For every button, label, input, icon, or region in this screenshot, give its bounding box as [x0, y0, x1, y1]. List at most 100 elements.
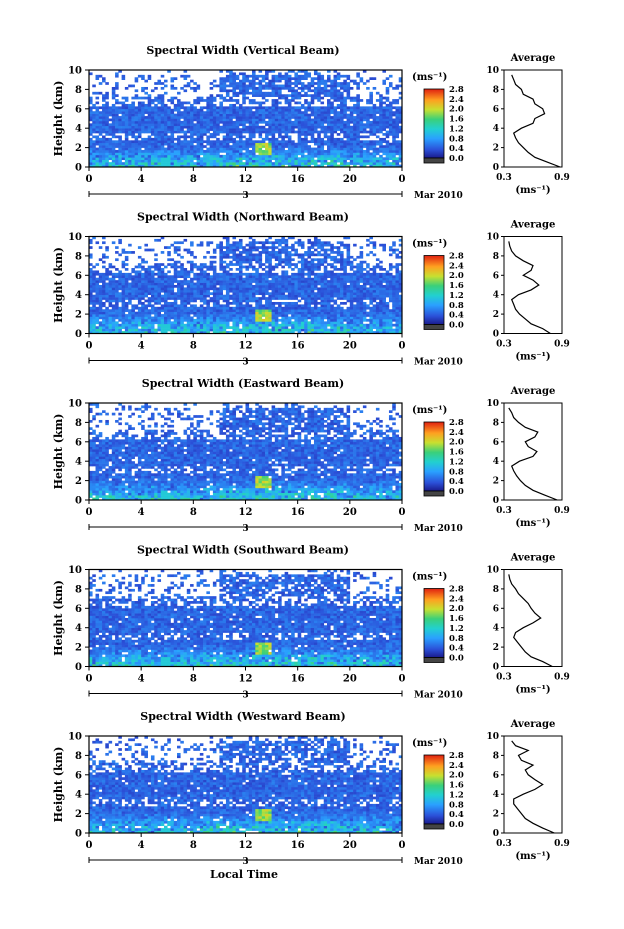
heatmap-cell	[248, 123, 253, 127]
heatmap-cell	[284, 123, 289, 127]
heatmap-cell	[154, 120, 158, 124]
heatmap-cell	[137, 287, 142, 291]
heatmap-cell	[173, 328, 178, 332]
heatmap-cell	[294, 101, 298, 105]
heatmap-cell	[323, 294, 328, 298]
heatmap-cell	[89, 152, 93, 156]
heatmap-cell	[167, 314, 171, 317]
heatmap-cell	[105, 294, 109, 298]
heatmap-cell	[111, 103, 116, 107]
heatmap-cell	[111, 323, 116, 327]
heatmap-cell	[300, 77, 305, 80]
heatmap-cell	[362, 154, 367, 158]
heatmap-cell	[173, 145, 178, 148]
heatmap-cell	[294, 145, 298, 148]
heatmap-cell	[144, 331, 148, 334]
heatmap-cell	[232, 79, 237, 83]
heatmap-cell	[235, 159, 240, 163]
heatmap-cell	[203, 318, 207, 322]
heatmap-cell	[274, 116, 279, 119]
heatmap-cell	[118, 118, 122, 122]
heatmap-cell	[287, 140, 292, 144]
heatmap-cell	[248, 79, 253, 83]
heatmap-cell	[92, 125, 96, 129]
heatmap-cell	[310, 282, 315, 286]
heatmap-cell	[297, 289, 302, 293]
heatmap-cell	[105, 91, 109, 95]
heatmap-cell	[284, 79, 289, 83]
heatmap-cell	[245, 120, 250, 124]
heatmap-cell	[382, 123, 386, 127]
heatmap-cell	[141, 316, 145, 320]
heatmap-cell	[346, 316, 351, 320]
heatmap-cell	[144, 108, 148, 112]
heatmap-cell	[398, 285, 403, 288]
heatmap-cell	[102, 140, 106, 144]
heatmap-cell	[242, 77, 246, 80]
heatmap-cell	[206, 314, 210, 317]
heatmap-cell	[362, 318, 367, 322]
heatmap-cell	[203, 292, 207, 295]
heatmap-cell	[212, 314, 217, 317]
heatmap-cell	[118, 294, 122, 298]
heatmap-cell	[392, 159, 396, 163]
heatmap-cell	[190, 118, 194, 122]
heatmap-cell	[323, 157, 328, 161]
heatmap-cell	[95, 130, 100, 134]
heatmap-cell	[242, 125, 246, 129]
colorbar-tick-label: 1.6	[449, 115, 464, 125]
heatmap-cell	[258, 79, 263, 83]
heatmap-cell	[225, 152, 230, 156]
heatmap-cell	[186, 125, 191, 129]
heatmap-cell	[144, 292, 148, 295]
heatmap-cell	[265, 86, 269, 90]
heatmap-cell	[170, 162, 175, 165]
heatmap-cell	[147, 137, 152, 141]
heatmap-cell	[398, 277, 403, 281]
heatmap-cell	[102, 137, 106, 141]
heatmap-cell	[95, 137, 100, 141]
heatmap-cell	[278, 125, 282, 129]
heatmap-cell	[111, 316, 116, 320]
heatmap-cell	[92, 321, 96, 325]
heatmap-cell	[115, 282, 119, 286]
heatmap-cell	[261, 323, 266, 327]
heatmap-cell	[379, 289, 383, 293]
heatmap-cell	[225, 304, 230, 308]
average-y-tick-label: 6	[493, 105, 499, 115]
heatmap-cell	[268, 321, 272, 325]
heatmap-cell	[291, 130, 295, 134]
heatmap-cell	[366, 159, 370, 163]
heatmap-cell	[274, 164, 279, 168]
heatmap-cell	[353, 285, 357, 288]
heatmap-cell	[313, 287, 318, 291]
heatmap-cell	[278, 152, 282, 156]
heatmap-cell	[199, 135, 204, 139]
heatmap-cell	[242, 162, 246, 165]
heatmap-cell	[238, 321, 243, 325]
heatmap-cell	[346, 142, 351, 146]
heatmap-cell	[313, 162, 318, 165]
heatmap-cell	[225, 91, 230, 95]
heatmap-cell	[375, 311, 380, 315]
heatmap-cell	[248, 289, 253, 293]
heatmap-cell	[199, 275, 204, 279]
heatmap-cell	[196, 309, 201, 312]
heatmap-cell	[359, 125, 364, 129]
heatmap-cell	[222, 323, 227, 327]
heatmap-cell	[108, 323, 113, 327]
heatmap-cell	[395, 113, 400, 117]
heatmap-cell	[265, 94, 269, 97]
heatmap-cell	[385, 140, 390, 144]
heatmap-cell	[307, 292, 312, 295]
heatmap-cell	[291, 147, 295, 151]
heatmap-cell	[297, 101, 302, 105]
heatmap-cell	[398, 142, 403, 146]
heatmap-cell	[268, 145, 272, 148]
heatmap-cell	[160, 299, 165, 303]
heatmap-cell	[144, 154, 148, 158]
heatmap-cell	[124, 323, 129, 327]
heatmap-cell	[160, 142, 165, 146]
heatmap-cell	[89, 140, 93, 144]
heatmap-cell	[98, 145, 103, 148]
